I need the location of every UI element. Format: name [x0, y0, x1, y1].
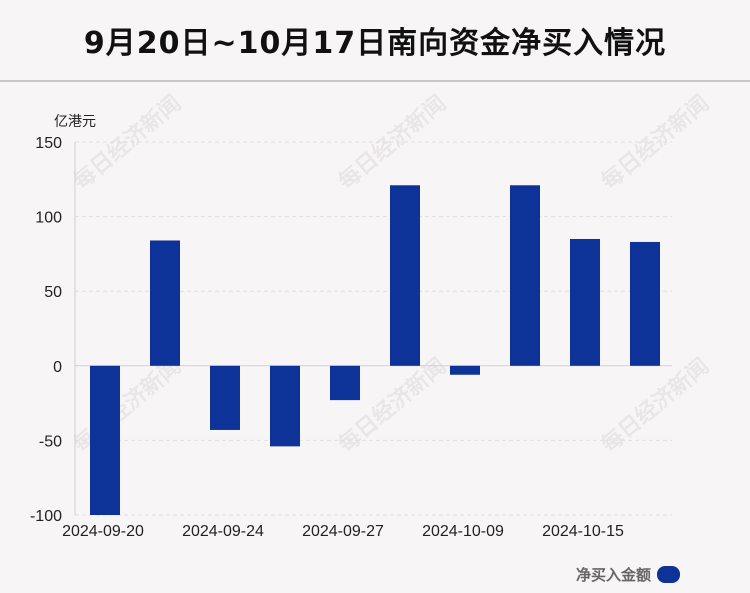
bar — [510, 185, 540, 366]
y-tick-label: 150 — [35, 135, 62, 152]
y-tick-label: 0 — [53, 359, 62, 376]
bar — [390, 185, 420, 366]
bar — [450, 365, 480, 375]
y-tick-label: 100 — [35, 210, 62, 227]
y-axis-unit-label: 亿港元 — [54, 114, 96, 130]
chart-title: 9月20日~10月17日南向资金净买入情况 — [83, 26, 667, 61]
bar — [570, 238, 600, 366]
y-tick-label: 50 — [44, 284, 62, 301]
bar — [150, 240, 180, 366]
bar — [210, 365, 240, 430]
x-tick-label: 2024-10-15 — [542, 523, 624, 540]
x-tick-label: 2024-10-09 — [422, 523, 504, 540]
bar — [330, 365, 360, 401]
legend: 净买入金额 — [576, 564, 681, 585]
x-tick-label: 2024-09-24 — [182, 523, 264, 540]
title-divider — [0, 80, 750, 82]
bar — [270, 365, 300, 447]
y-tick-label: -50 — [39, 433, 62, 450]
legend-label: 净买入金额 — [576, 566, 652, 584]
legend-swatch — [657, 566, 681, 583]
x-tick-label: 2024-09-27 — [302, 523, 384, 540]
y-tick-label: -100 — [30, 508, 62, 525]
x-tick-label: 2024-09-20 — [62, 523, 144, 540]
bar — [90, 365, 120, 515]
bar — [630, 241, 660, 366]
